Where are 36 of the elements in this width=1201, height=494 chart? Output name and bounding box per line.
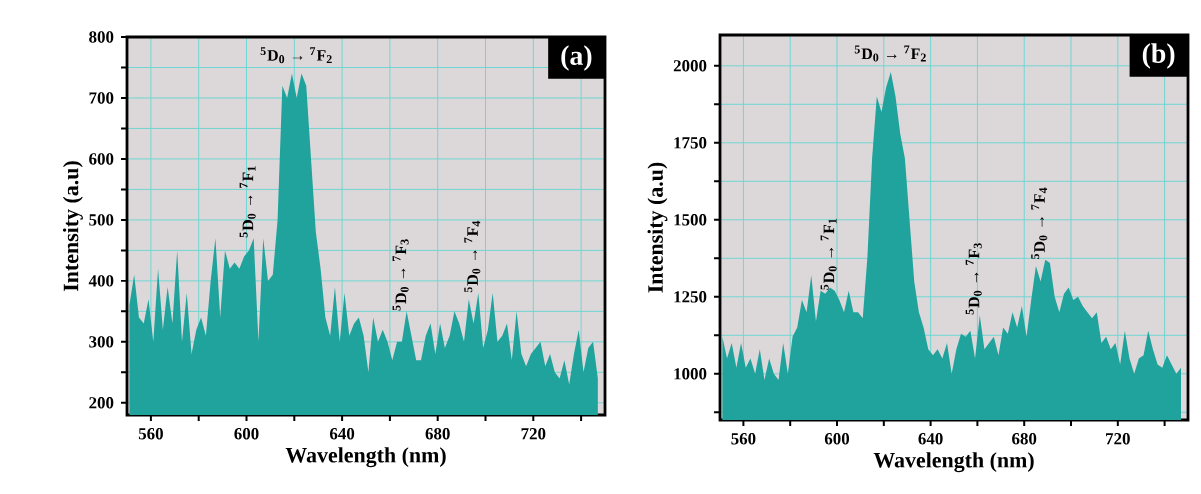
annotation: $^{5}$D$_{0}$ → $^{7}$F$_{4}$ [464,220,481,293]
annotation: $^{5}$D$_{0}$ → $^{7}$F$_{1}$ [239,166,256,238]
x-axis-title: Wavelength (nm) [873,452,1034,473]
x-axis-title: Wavelength (nm) [285,447,446,468]
annotation: $^{5}$D$_{0}$ → $^{7}$F$_{1}$ [820,218,837,290]
y-tick-label: 600 [89,153,114,165]
y-tick-label: 800 [89,31,114,43]
x-tick-label: 600 [824,433,850,445]
x-tick-label: 600 [234,428,259,440]
annotation: $^{5}$D$_{0}$ → $^{7}$F$_{2}$ [260,47,332,64]
annotation: $^{5}$D$_{0}$ → $^{7}$F$_{2}$ [854,45,926,62]
x-tick-label: 680 [425,428,450,440]
y-tick-label: 500 [89,214,114,226]
annotation: $^{5}$D$_{0}$ → $^{7}$F$_{4}$ [1031,187,1048,259]
x-tick-label: 680 [1012,433,1037,445]
y-tick-label: 2000 [673,60,707,72]
y-axis-title: Intensity (a.u) [647,162,668,293]
annotation: $^{5}$D$_{0}$ → $^{7}$F$_{3}$ [392,239,409,311]
x-tick-label: 640 [918,433,943,445]
y-tick-label: 200 [89,397,114,409]
x-tick-label: 720 [521,428,546,440]
chart-title: (b) [1142,43,1175,69]
y-tick-label: 400 [88,275,114,287]
y-tick-label: 1000 [674,368,707,380]
x-tick-label: 720 [1106,433,1130,445]
y-tick-label: 1250 [674,291,707,303]
chart-title: (a) [561,45,592,71]
x-tick-label: 560 [138,428,163,440]
x-tick-label: 640 [330,428,355,440]
annotation: $^{5}$D$_{0}$ → $^{7}$F$_{3}$ [965,243,982,315]
y-tick-label: 300 [89,336,114,348]
y-tick-label: 1750 [674,137,707,149]
x-tick-label: 560 [731,433,756,445]
y-axis-title: Intensity (a.u) [62,161,83,292]
y-tick-label: 700 [89,92,114,104]
y-tick-label: 1500 [674,214,707,226]
